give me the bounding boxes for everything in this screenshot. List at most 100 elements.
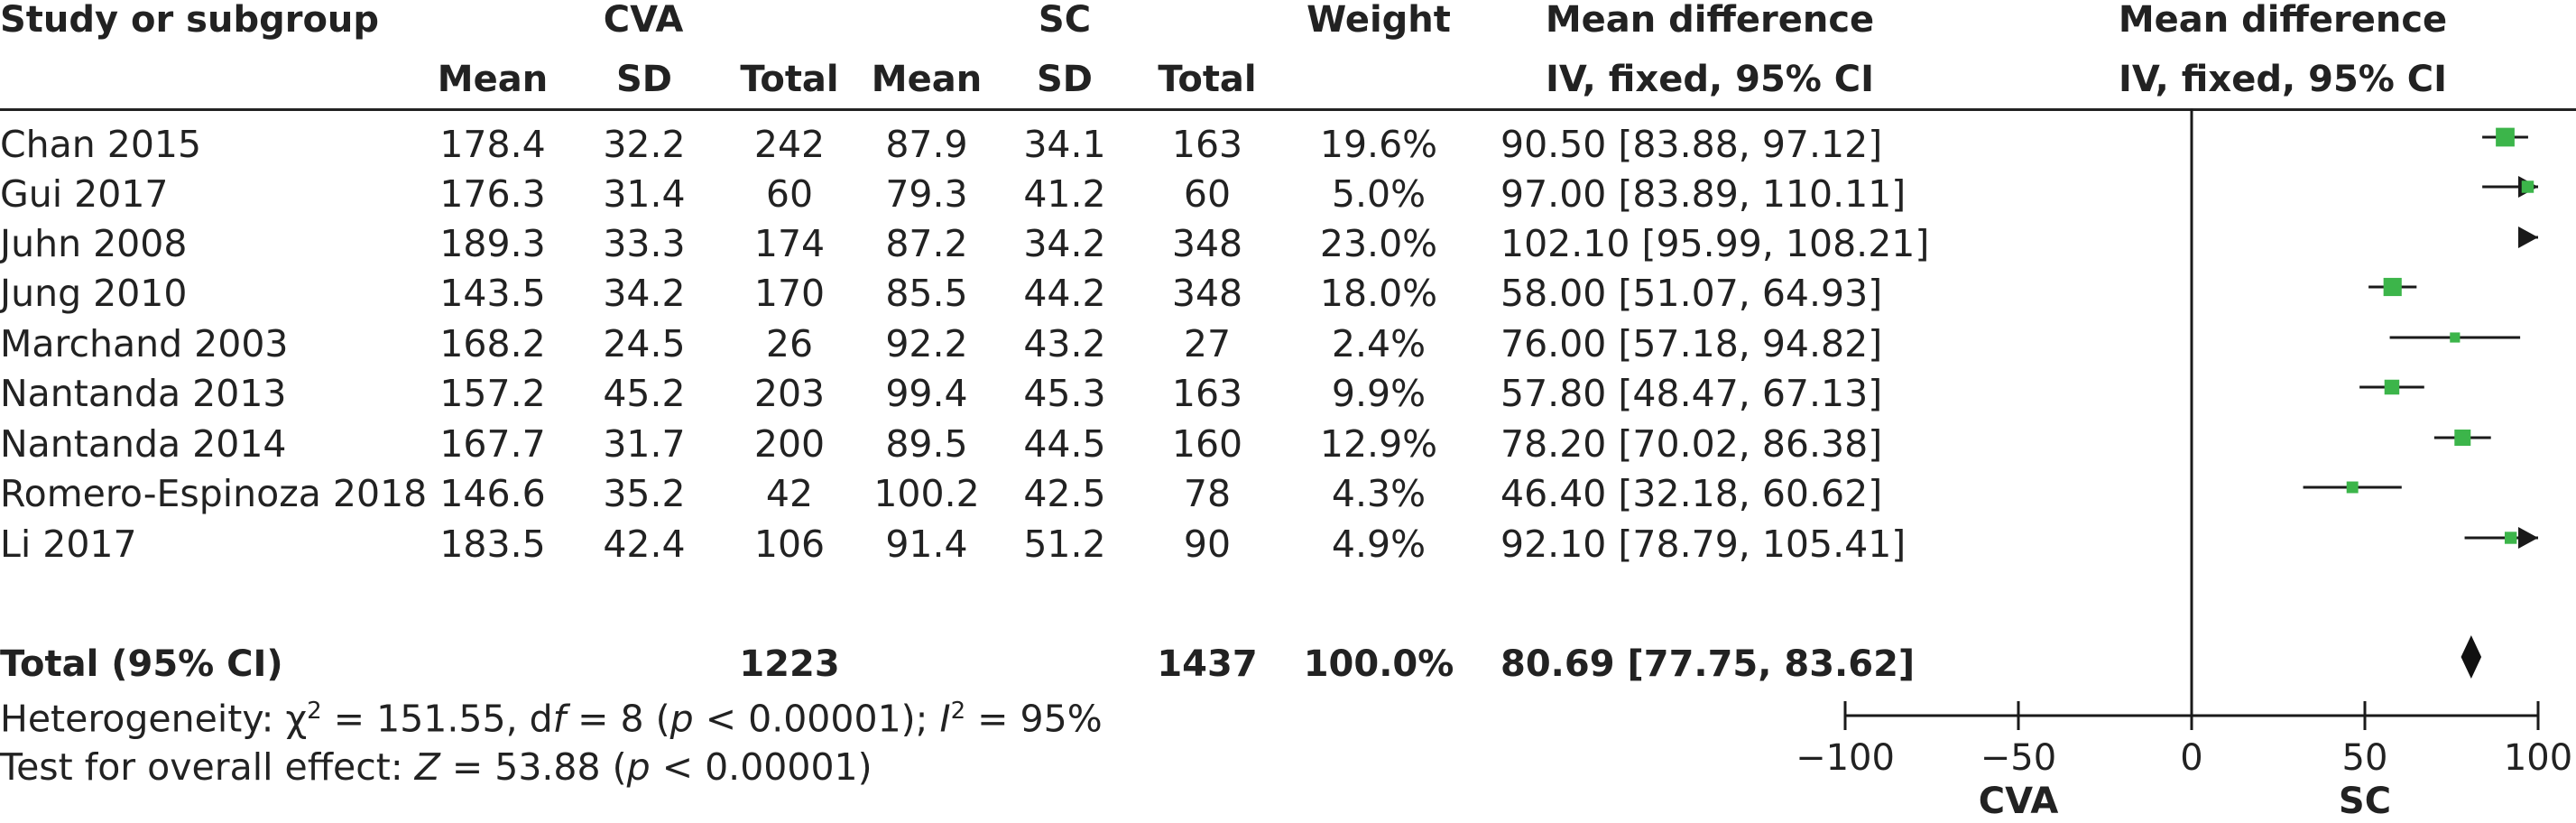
cva-total: 200 (753, 422, 826, 466)
pooled-diamond (2461, 635, 2482, 679)
cva-mean: 189.3 (439, 222, 546, 265)
cva-sd: 34.2 (603, 272, 686, 315)
ci-text: 90.50 [83.88, 97.12] (1500, 123, 1883, 166)
study-name: Chan 2015 (0, 123, 202, 166)
weight: 5.0% (1331, 172, 1426, 216)
weight: 2.4% (1331, 322, 1426, 365)
point-estimate (2504, 532, 2517, 544)
cva-mean: 157.2 (439, 372, 546, 415)
sc-mean: 91.4 (885, 522, 968, 566)
study-name: Marchand 2003 (0, 322, 289, 365)
cva-mean: 167.7 (439, 422, 546, 466)
header-sc-total: Total (1158, 59, 1257, 100)
sc-mean: 87.9 (885, 123, 968, 166)
point-estimate (2450, 332, 2461, 343)
x-tick-label: 0 (2180, 737, 2202, 779)
header-sc: SC (1038, 0, 1092, 41)
total-label: Total (95% CI) (0, 643, 283, 685)
cva-total: 60 (765, 172, 814, 216)
ci-text: 76.00 [57.18, 94.82] (1500, 322, 1883, 365)
right-favours-label: SC (2339, 781, 2391, 822)
ci-arrow (2518, 527, 2538, 549)
total-ci: 80.69 [77.75, 83.62] (1500, 643, 1916, 685)
sc-mean: 89.5 (885, 422, 968, 466)
sc-total: 348 (1171, 222, 1243, 265)
cva-total: 242 (753, 123, 826, 166)
cva-mean: 146.6 (439, 472, 546, 515)
sc-total: 348 (1171, 272, 1243, 315)
ci-text: 58.00 [51.07, 64.93] (1500, 272, 1883, 315)
total-cva: 1223 (739, 643, 840, 685)
x-tick-label: −100 (1796, 737, 1895, 779)
cva-total: 174 (753, 222, 826, 265)
header-sc-mean: Mean (871, 59, 983, 100)
sc-sd: 45.3 (1023, 372, 1106, 415)
header-weight: Weight (1306, 0, 1451, 41)
sc-mean: 99.4 (885, 372, 968, 415)
sc-mean: 87.2 (885, 222, 968, 265)
weight: 23.0% (1319, 222, 1438, 265)
x-tick-label: −50 (1980, 737, 2056, 779)
x-tick-label: 50 (2342, 737, 2388, 779)
cva-sd: 31.4 (603, 172, 686, 216)
cva-mean: 183.5 (439, 522, 546, 566)
weight: 12.9% (1319, 422, 1438, 466)
header-mean-difference: Mean difference (1545, 0, 1875, 41)
header-study: Study or subgroup (0, 0, 380, 41)
cva-sd: 35.2 (603, 472, 686, 515)
sc-total: 160 (1171, 422, 1243, 466)
study-name: Juhn 2008 (0, 222, 188, 265)
sc-total: 90 (1183, 522, 1232, 566)
point-estimate (2384, 379, 2400, 395)
sc-sd: 34.2 (1023, 222, 1106, 265)
cva-sd: 31.7 (603, 422, 686, 466)
cva-total: 106 (753, 522, 826, 566)
study-name: Nantanda 2013 (0, 372, 287, 415)
cva-sd: 42.4 (603, 522, 686, 566)
cva-sd: 33.3 (603, 222, 686, 265)
ci-text: 78.20 [70.02, 86.38] (1500, 422, 1883, 466)
point-estimate (2496, 127, 2515, 147)
weight: 18.0% (1319, 272, 1438, 315)
ci-text: 97.00 [83.89, 110.11] (1500, 172, 1907, 216)
cva-total: 203 (753, 372, 826, 415)
sc-total: 78 (1183, 472, 1232, 515)
cva-mean: 176.3 (439, 172, 546, 216)
cva-mean: 143.5 (439, 272, 546, 315)
heterogeneity-text: Heterogeneity: χ2 = 151.55, df = 8 (p < … (0, 697, 1103, 741)
header-ci-subtitle: IV, fixed, 95% CI (1545, 59, 1875, 100)
cva-total: 170 (753, 272, 826, 315)
overall-effect-text: Test for overall effect: Z = 53.88 (p < … (0, 745, 873, 789)
weight: 19.6% (1319, 123, 1438, 166)
sc-mean: 92.2 (885, 322, 968, 365)
x-tick-label: 100 (2504, 737, 2572, 779)
cva-sd: 24.5 (603, 322, 686, 365)
sc-sd: 43.2 (1023, 322, 1106, 365)
sc-sd: 44.5 (1023, 422, 1106, 466)
sc-sd: 41.2 (1023, 172, 1106, 216)
header-sc-sd: SD (1036, 59, 1094, 100)
sc-total: 163 (1171, 372, 1243, 415)
study-name: Li 2017 (0, 522, 137, 566)
sc-total: 60 (1183, 172, 1232, 216)
study-name: Jung 2010 (0, 272, 188, 315)
weight: 4.9% (1331, 522, 1426, 566)
cva-sd: 32.2 (603, 123, 686, 166)
sc-sd: 44.2 (1023, 272, 1106, 315)
sc-sd: 42.5 (1023, 472, 1106, 515)
total-sc: 1437 (1157, 643, 1258, 685)
ci-text: 57.80 [48.47, 67.13] (1500, 372, 1883, 415)
header-cva: CVA (603, 0, 684, 41)
study-name: Romero-Espinoza 2018 (0, 472, 428, 515)
ci-text: 46.40 [32.18, 60.62] (1500, 472, 1883, 515)
point-estimate (2521, 180, 2534, 193)
sc-mean: 85.5 (885, 272, 968, 315)
study-name: Nantanda 2014 (0, 422, 287, 466)
sc-mean: 100.2 (873, 472, 980, 515)
cva-total: 42 (765, 472, 814, 515)
ci-text: 102.10 [95.99, 108.21] (1500, 222, 1930, 265)
cva-total: 26 (765, 322, 814, 365)
header-cva-mean: Mean (437, 59, 549, 100)
left-favours-label: CVA (1979, 781, 2059, 822)
